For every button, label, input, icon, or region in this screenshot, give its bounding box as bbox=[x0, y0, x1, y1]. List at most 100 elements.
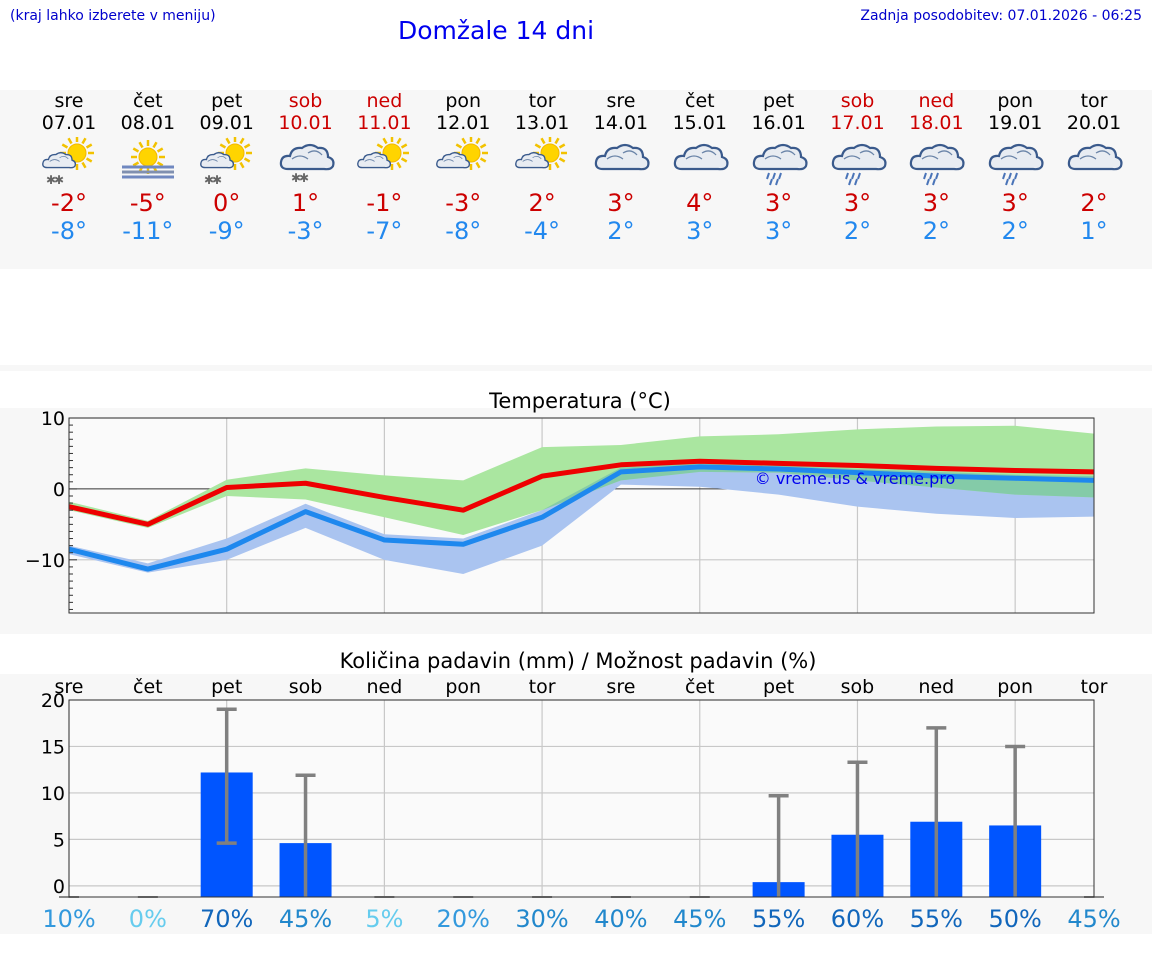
y-tick-label: 15 bbox=[41, 736, 65, 758]
day-date: 19.01 bbox=[987, 112, 1043, 134]
day-column: tor 13.01 2° -4° bbox=[504, 90, 580, 245]
max-temperature: 2° bbox=[1080, 189, 1108, 217]
max-temperature: 1° bbox=[291, 189, 320, 217]
precipitation-probability: 30% bbox=[515, 905, 568, 933]
day-name: sre bbox=[606, 90, 636, 112]
day-date: 14.01 bbox=[593, 112, 649, 134]
precipitation-probability: 40% bbox=[594, 905, 647, 933]
watermark: © vreme.us & vreme.pro bbox=[755, 469, 956, 488]
error-bar bbox=[847, 760, 868, 897]
temperature-chart: Temperatura (°C) 10 0 −10 © vreme.us & vre… bbox=[25, 389, 1095, 614]
min-temperature: -7° bbox=[366, 217, 403, 245]
y-tick-label: 20 bbox=[41, 690, 65, 712]
min-temperature: -11° bbox=[122, 217, 174, 245]
forecast-band bbox=[0, 90, 1152, 269]
cloud-rain-icon bbox=[831, 143, 887, 186]
day-column: čet 15.01 4° 3° bbox=[662, 90, 738, 245]
max-temperature: 4° bbox=[686, 189, 714, 217]
max-temperature-band bbox=[69, 425, 1094, 535]
day-name: pet bbox=[763, 90, 795, 112]
category-label: ned bbox=[918, 676, 954, 698]
day-column: pon 19.01 3° 2° bbox=[977, 90, 1053, 245]
sun-fog-icon bbox=[121, 140, 174, 179]
day-column: sre 14.01 3° 2° bbox=[583, 90, 659, 245]
day-name: pet bbox=[211, 90, 243, 112]
sun-cloud-icon bbox=[436, 137, 489, 170]
min-temperature: 1° bbox=[1080, 217, 1108, 245]
day-name: tor bbox=[528, 90, 556, 112]
max-temperature: 2° bbox=[528, 189, 556, 217]
y-tick-label: 0 bbox=[53, 876, 65, 898]
day-name: ned bbox=[366, 90, 403, 112]
temperature-chart-title: Temperatura (°C) bbox=[488, 389, 671, 413]
day-name: sob bbox=[288, 90, 323, 112]
location-hint: (kraj lahko izberete v meniju) bbox=[10, 8, 216, 24]
category-label: sob bbox=[841, 676, 875, 698]
svg-text:✱: ✱ bbox=[212, 173, 222, 187]
day-name: ned bbox=[918, 90, 955, 112]
min-temperature-band bbox=[69, 463, 1094, 574]
day-date: 09.01 bbox=[199, 112, 254, 134]
day-date: 15.01 bbox=[672, 112, 727, 134]
day-name: pon bbox=[445, 90, 482, 112]
precipitation-probability: 0% bbox=[129, 905, 167, 933]
category-label: sre bbox=[55, 676, 84, 698]
min-temperature: 2° bbox=[922, 217, 950, 245]
precipitation-probability: 55% bbox=[910, 905, 963, 933]
day-name: čet bbox=[133, 90, 163, 112]
category-label: pet bbox=[763, 676, 794, 698]
min-temperature: 2° bbox=[843, 217, 872, 245]
sun-cloud-snow-icon: ✱✱ bbox=[199, 137, 252, 187]
svg-text:✱: ✱ bbox=[54, 173, 64, 187]
min-temperature: 3° bbox=[686, 217, 714, 245]
day-name: tor bbox=[1080, 90, 1108, 112]
category-label: sob bbox=[289, 676, 323, 698]
min-temperature: -9° bbox=[208, 217, 245, 245]
precipitation-probability: 5% bbox=[365, 905, 403, 933]
y-tick-label: 10 bbox=[41, 783, 65, 805]
day-column: sob 17.01 3° 2° bbox=[820, 90, 896, 245]
sun-cloud-icon bbox=[357, 137, 410, 170]
day-name: sre bbox=[54, 90, 84, 112]
day-name: čet bbox=[685, 90, 715, 112]
precipitation-probability: 45% bbox=[1067, 905, 1120, 933]
day-date: 11.01 bbox=[357, 112, 412, 134]
day-date: 10.01 bbox=[278, 112, 333, 134]
day-column: pet 16.01 3° 3° bbox=[741, 90, 817, 245]
day-date: 08.01 bbox=[120, 112, 176, 134]
svg-text:✱: ✱ bbox=[291, 171, 301, 185]
category-label: ned bbox=[366, 676, 402, 698]
error-bar bbox=[926, 726, 947, 897]
cloud-icon bbox=[1067, 143, 1123, 171]
precipitation-probability: 55% bbox=[752, 905, 805, 933]
day-column: pet 09.01 ✱ ✱ 0° -9° bbox=[189, 90, 265, 245]
day-date: 13.01 bbox=[514, 112, 570, 134]
precipitation-chart-title: Količina padavin (mm) / Možnost padavin … bbox=[340, 649, 817, 673]
day-date: 16.01 bbox=[751, 112, 806, 134]
max-temperature: -5° bbox=[129, 189, 166, 217]
precipitation-probability: 45% bbox=[673, 905, 726, 933]
category-label: pon bbox=[445, 676, 481, 698]
max-temperature: 3° bbox=[607, 189, 635, 217]
sun-cloud-snow-icon: ✱✱ bbox=[42, 137, 94, 187]
svg-text:✱: ✱ bbox=[299, 171, 309, 185]
y-tick-label: −10 bbox=[25, 550, 65, 572]
precipitation-chart: Količina padavin (mm) / Možnost padavin … bbox=[41, 649, 1121, 933]
error-bar bbox=[768, 793, 789, 897]
day-name: pon bbox=[997, 90, 1034, 112]
day-column: čet 08.01 -5° -11° bbox=[110, 90, 186, 245]
day-name: sob bbox=[840, 90, 875, 112]
max-temperature: -3° bbox=[445, 189, 482, 217]
min-temperature: -4° bbox=[524, 217, 561, 245]
cloud-rain-icon bbox=[910, 143, 965, 186]
max-temperature: 3° bbox=[1001, 189, 1029, 217]
y-tick-label: 0 bbox=[53, 479, 65, 501]
min-temperature-line bbox=[68, 464, 1095, 572]
min-temperature: -8° bbox=[445, 217, 482, 245]
sun-cloud-icon bbox=[515, 137, 568, 170]
precipitation-probability: 70% bbox=[200, 905, 253, 933]
max-temperature: 3° bbox=[843, 189, 872, 217]
precipitation-probability: 20% bbox=[437, 905, 490, 933]
day-date: 17.01 bbox=[830, 112, 885, 134]
y-tick-label: 10 bbox=[41, 408, 65, 430]
